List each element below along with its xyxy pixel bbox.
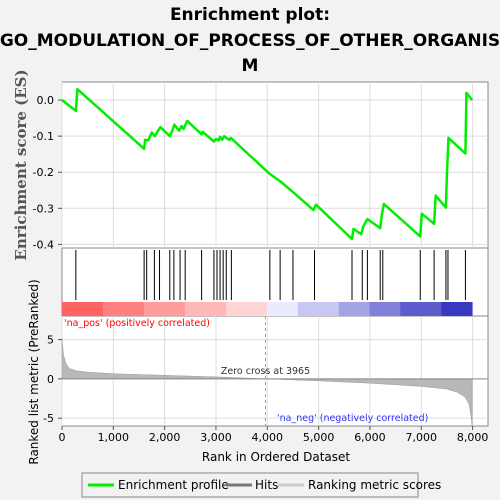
rank-bar-segment — [164, 302, 176, 316]
rank-bar-segment — [123, 302, 135, 316]
legend-hits-label: Hits — [255, 478, 278, 492]
rank-color-bar — [62, 302, 473, 316]
hit-lines — [75, 250, 466, 300]
rank-bar-segment — [297, 302, 309, 316]
rank-bar-segment — [256, 302, 268, 316]
es-tick-label: 0.0 — [37, 94, 55, 107]
es-y-axis: 0.0 -0.1 -0.2 -0.3 -0.4 — [33, 94, 62, 251]
rank-bar-segment — [144, 302, 155, 316]
rank-bar-segment — [72, 302, 84, 316]
enrichment-profile — [61, 87, 474, 241]
rank-bar-segment — [400, 302, 412, 316]
rank-bar-segment — [205, 302, 217, 316]
rank-bar-segment — [215, 302, 227, 316]
x-axis-title: Rank in Ordered Dataset — [202, 450, 350, 464]
es-y-title: Enrichment score (ES) — [12, 69, 30, 260]
x-tick-label: 8,000 — [457, 431, 489, 444]
rank-bar-segment — [246, 302, 258, 316]
rank-bar-segment — [92, 302, 104, 316]
rank-bar-segment — [82, 302, 94, 316]
metric-tick-label: 5 — [47, 334, 54, 347]
es-tick-label: -0.4 — [33, 238, 54, 251]
es-tick-label: -0.2 — [33, 166, 54, 179]
rank-bar-segment — [277, 302, 289, 316]
metric-y-axis: -5 0 5 — [43, 334, 62, 425]
es-grid — [61, 82, 488, 248]
rank-bar-segment — [441, 302, 453, 316]
rank-bar-segment — [420, 302, 432, 316]
title-line-2: GO_MODULATION_OF_PROCESS_OF_OTHER_ORGANI… — [0, 31, 500, 51]
rank-bar-segment — [338, 302, 350, 316]
rank-bar-segment — [267, 302, 278, 316]
rank-bar-segment — [287, 302, 299, 316]
legend-profile-label: Enrichment profile — [118, 478, 229, 492]
pos-label: 'na_pos' (positively correlated) — [64, 318, 210, 329]
x-tick-label: 4,000 — [252, 431, 284, 444]
rank-bar-segment — [113, 302, 125, 316]
rank-bar-segment — [195, 302, 207, 316]
metric-y-title: Ranked list metric (PreRanked) — [27, 279, 41, 464]
es-panel — [61, 81, 489, 249]
rank-bar-segment — [308, 302, 319, 316]
metric-tick-label: -5 — [43, 412, 54, 425]
rank-bar-segment — [359, 302, 371, 316]
neg-label: 'na_neg' (negatively correlated) — [277, 413, 428, 424]
rank-bar-segment — [451, 302, 463, 316]
rank-bar-segment — [349, 302, 360, 316]
rank-bar-segment — [62, 302, 73, 316]
x-tick-label: 6,000 — [354, 431, 386, 444]
rank-bar-segment — [410, 302, 422, 316]
rank-bar-segment — [369, 302, 381, 316]
metric-area — [61, 338, 488, 427]
legend-metric-label: Ranking metric scores — [308, 478, 441, 492]
es-tick-label: -0.3 — [33, 202, 54, 215]
x-tick-label: 2,000 — [149, 431, 181, 444]
zero-cross-label: Zero cross at 3965 — [221, 366, 310, 377]
rank-bar-segment — [174, 302, 186, 316]
x-axis: 0 1,000 2,000 3,000 4,000 5,000 6,000 7,000 8,00… — [59, 426, 489, 444]
x-tick-label: 3,000 — [200, 431, 232, 444]
x-tick-label: 7,000 — [406, 431, 438, 444]
rank-bar-segment — [103, 302, 114, 316]
es-tick-label: -0.1 — [33, 130, 54, 143]
rank-bar-segment — [154, 302, 166, 316]
rank-bar-segment — [328, 302, 340, 316]
rank-bar-segment — [236, 302, 248, 316]
rank-bar-segment — [318, 302, 330, 316]
metric-area-path — [61, 338, 473, 427]
title-line-3: M — [242, 56, 259, 76]
rank-bar-segment — [461, 302, 473, 316]
metric-tick-label: 0 — [47, 373, 54, 386]
enrichment-profile-line — [61, 87, 474, 241]
rank-bar-segment — [226, 302, 237, 316]
title-line-1: Enrichment plot: — [170, 5, 330, 25]
rank-bar-segment — [185, 302, 196, 316]
rank-bar-segment — [133, 302, 145, 316]
x-tick-label: 0 — [59, 431, 66, 444]
rank-bar-segment — [390, 302, 401, 316]
rank-bar-segment — [431, 302, 442, 316]
rank-bar-segment — [379, 302, 391, 316]
x-tick-label: 1,000 — [98, 431, 130, 444]
x-tick-label: 5,000 — [303, 431, 335, 444]
metric-panel — [61, 315, 489, 427]
